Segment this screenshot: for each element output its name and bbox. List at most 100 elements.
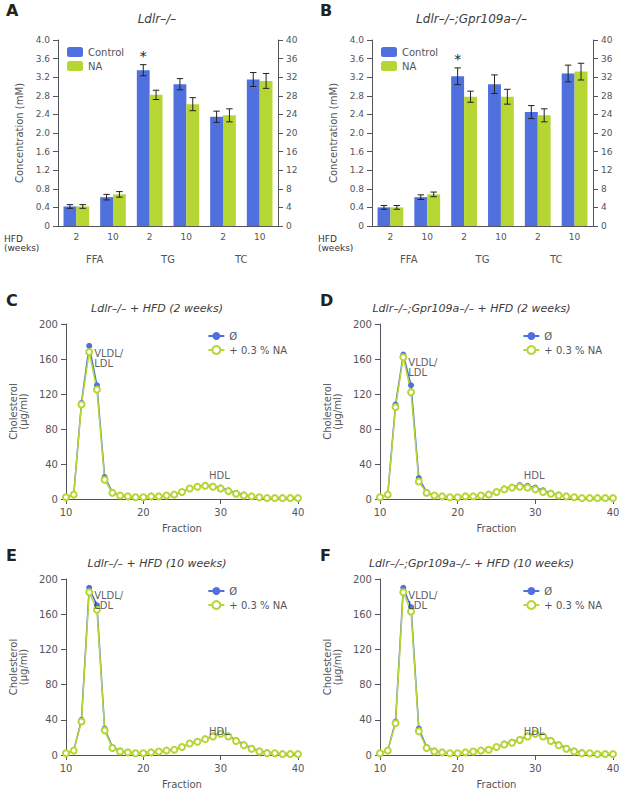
svg-text:0: 0	[358, 221, 364, 231]
svg-text:24: 24	[601, 109, 613, 119]
svg-text:E: E	[6, 546, 17, 565]
svg-text:F: F	[320, 546, 331, 565]
svg-text:20: 20	[137, 763, 150, 774]
svg-text:(μg/ml): (μg/ml)	[18, 649, 29, 686]
svg-text:120: 120	[39, 644, 58, 655]
svg-text:0: 0	[366, 750, 372, 761]
svg-text:HDL: HDL	[209, 726, 230, 737]
svg-text:40: 40	[292, 763, 305, 774]
svg-text:Fraction: Fraction	[477, 523, 517, 534]
svg-text:*: *	[140, 48, 147, 64]
svg-text:Ldlr–/–;Gpr109a–/–: Ldlr–/–;Gpr109a–/–	[416, 12, 527, 26]
svg-text:160: 160	[39, 609, 58, 620]
svg-text:Fraction: Fraction	[162, 779, 202, 790]
svg-text:TC: TC	[234, 254, 248, 265]
svg-text:Control: Control	[402, 47, 438, 58]
svg-text:4: 4	[286, 202, 292, 212]
svg-text:36: 36	[286, 54, 298, 64]
svg-text:16: 16	[601, 147, 613, 157]
svg-text:2.0: 2.0	[36, 128, 51, 138]
svg-text:3.6: 3.6	[350, 54, 365, 64]
svg-text:Ldlr–/–: Ldlr–/–	[138, 12, 177, 26]
svg-text:0.8: 0.8	[36, 184, 51, 194]
svg-text:LDL: LDL	[408, 600, 427, 611]
svg-text:2: 2	[388, 232, 394, 242]
svg-text:120: 120	[353, 389, 372, 400]
svg-text:4.0: 4.0	[36, 35, 51, 45]
svg-text:0: 0	[52, 494, 58, 505]
svg-text:12: 12	[286, 165, 297, 175]
svg-text:40: 40	[359, 714, 372, 725]
svg-text:30: 30	[214, 507, 227, 518]
svg-text:80: 80	[45, 424, 58, 435]
svg-text:4.0: 4.0	[350, 35, 365, 45]
svg-text:Control: Control	[88, 47, 124, 58]
svg-text:A: A	[6, 1, 19, 20]
svg-text:32: 32	[601, 72, 612, 82]
svg-text:NA: NA	[88, 61, 102, 72]
svg-text:NA: NA	[402, 61, 416, 72]
svg-text:40: 40	[45, 714, 58, 725]
svg-text:80: 80	[359, 424, 372, 435]
svg-text:+ 0.3 % NA: + 0.3 % NA	[229, 600, 287, 611]
svg-text:Ldlr–/–;Gpr109a–/– + HFD (2 we: Ldlr–/–;Gpr109a–/– + HFD (2 weeks)	[372, 302, 570, 315]
svg-text:200: 200	[39, 574, 58, 585]
svg-text:30: 30	[529, 763, 542, 774]
svg-text:(μg/ml): (μg/ml)	[332, 649, 343, 686]
svg-text:8: 8	[601, 184, 607, 194]
svg-text:HDL: HDL	[524, 726, 545, 737]
svg-text:0: 0	[52, 750, 58, 761]
svg-text:1.2: 1.2	[36, 165, 50, 175]
svg-text:LDL: LDL	[408, 367, 427, 378]
svg-text:8: 8	[286, 184, 292, 194]
svg-text:24: 24	[286, 109, 298, 119]
svg-text:40: 40	[607, 763, 620, 774]
svg-text:1.6: 1.6	[36, 147, 51, 157]
svg-text:3.6: 3.6	[36, 54, 51, 64]
svg-text:40: 40	[292, 507, 305, 518]
svg-text:B: B	[320, 1, 332, 20]
svg-text:80: 80	[45, 679, 58, 690]
svg-text:(μg/ml): (μg/ml)	[18, 393, 29, 430]
svg-text:C: C	[6, 291, 18, 310]
svg-text:LDL: LDL	[94, 600, 113, 611]
svg-text:(μg/ml): (μg/ml)	[332, 393, 343, 430]
svg-text:Ldlr–/– + HFD (2 weeks): Ldlr–/– + HFD (2 weeks)	[91, 302, 223, 315]
svg-text:0: 0	[601, 221, 607, 231]
svg-text:Ø: Ø	[229, 331, 237, 342]
svg-text:0: 0	[286, 221, 292, 231]
svg-text:12: 12	[601, 165, 612, 175]
svg-text:160: 160	[353, 609, 372, 620]
svg-text:10: 10	[422, 232, 434, 242]
svg-text:0.4: 0.4	[36, 202, 51, 212]
svg-text:120: 120	[39, 389, 58, 400]
svg-text:1.6: 1.6	[350, 147, 365, 157]
svg-text:1.2: 1.2	[350, 165, 364, 175]
svg-text:32: 32	[286, 72, 297, 82]
svg-text:200: 200	[353, 319, 372, 330]
svg-text:20: 20	[451, 507, 464, 518]
svg-text:160: 160	[39, 354, 58, 365]
svg-text:30: 30	[214, 763, 227, 774]
svg-text:HDL: HDL	[209, 470, 230, 481]
svg-text:10: 10	[60, 507, 73, 518]
svg-text:Concentration (mM): Concentration (mM)	[14, 83, 25, 183]
svg-text:Ø: Ø	[544, 586, 552, 597]
svg-text:LDL: LDL	[94, 358, 113, 369]
svg-text:28: 28	[601, 91, 613, 101]
svg-text:3.2: 3.2	[36, 72, 50, 82]
svg-text:0.8: 0.8	[350, 184, 365, 194]
svg-text:20: 20	[451, 763, 464, 774]
svg-text:10: 10	[107, 232, 119, 242]
svg-text:30: 30	[529, 507, 542, 518]
svg-text:Ldlr–/–;Gpr109a–/– + HFD (10 w: Ldlr–/–;Gpr109a–/– + HFD (10 weeks)	[369, 557, 574, 570]
svg-text:10: 10	[60, 763, 73, 774]
svg-text:10: 10	[254, 232, 266, 242]
svg-text:2: 2	[461, 232, 467, 242]
svg-text:20: 20	[286, 128, 298, 138]
svg-text:200: 200	[353, 574, 372, 585]
svg-text:36: 36	[601, 54, 613, 64]
svg-text:80: 80	[359, 679, 372, 690]
svg-text:200: 200	[39, 319, 58, 330]
svg-text:40: 40	[286, 35, 298, 45]
